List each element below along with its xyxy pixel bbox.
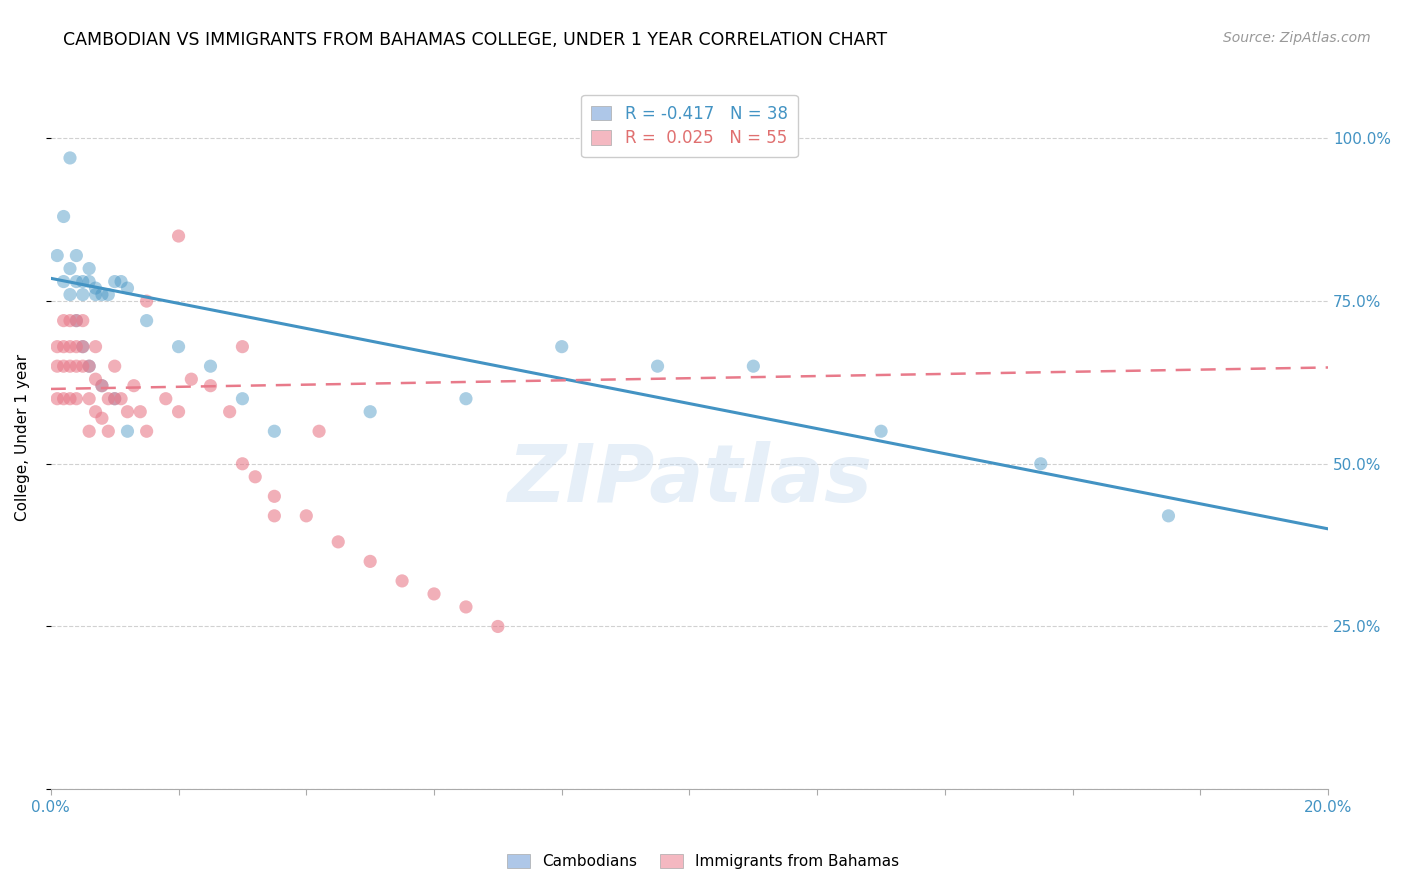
- Point: [59, 392, 82, 406]
- Point: [122, 378, 145, 392]
- Point: [129, 405, 152, 419]
- Point: [1029, 457, 1052, 471]
- Point: [454, 392, 477, 406]
- Point: [391, 574, 413, 588]
- Text: CAMBODIAN VS IMMIGRANTS FROM BAHAMAS COLLEGE, UNDER 1 YEAR CORRELATION CHART: CAMBODIAN VS IMMIGRANTS FROM BAHAMAS COL…: [63, 31, 887, 49]
- Point: [1157, 508, 1180, 523]
- Point: [84, 281, 107, 295]
- Point: [84, 405, 107, 419]
- Text: Source: ZipAtlas.com: Source: ZipAtlas.com: [1223, 31, 1371, 45]
- Point: [117, 281, 139, 295]
- Point: [77, 275, 100, 289]
- Point: [65, 340, 87, 354]
- Point: [647, 359, 669, 374]
- Point: [200, 378, 222, 392]
- Point: [167, 229, 190, 244]
- Point: [59, 261, 82, 276]
- Point: [59, 359, 82, 374]
- Point: [52, 340, 75, 354]
- Point: [84, 372, 107, 386]
- Point: [72, 275, 94, 289]
- Point: [110, 392, 132, 406]
- Point: [59, 287, 82, 301]
- Point: [52, 359, 75, 374]
- Point: [135, 313, 157, 327]
- Point: [72, 313, 94, 327]
- Point: [59, 340, 82, 354]
- Point: [870, 424, 893, 438]
- Point: [77, 359, 100, 374]
- Legend: Cambodians, Immigrants from Bahamas: Cambodians, Immigrants from Bahamas: [501, 848, 905, 875]
- Point: [65, 275, 87, 289]
- Point: [423, 587, 446, 601]
- Point: [84, 287, 107, 301]
- Point: [77, 392, 100, 406]
- Point: [135, 294, 157, 309]
- Point: [218, 405, 240, 419]
- Point: [84, 340, 107, 354]
- Point: [117, 405, 139, 419]
- Point: [104, 392, 127, 406]
- Point: [46, 248, 69, 262]
- Point: [77, 261, 100, 276]
- Point: [104, 392, 127, 406]
- Point: [295, 508, 318, 523]
- Point: [46, 340, 69, 354]
- Point: [59, 313, 82, 327]
- Point: [454, 599, 477, 614]
- Point: [90, 378, 112, 392]
- Point: [263, 489, 285, 503]
- Point: [328, 534, 350, 549]
- Point: [359, 554, 381, 568]
- Point: [52, 210, 75, 224]
- Legend: R = -0.417   N = 38, R =  0.025   N = 55: R = -0.417 N = 38, R = 0.025 N = 55: [581, 95, 797, 157]
- Point: [231, 392, 253, 406]
- Point: [110, 275, 132, 289]
- Point: [65, 248, 87, 262]
- Point: [46, 359, 69, 374]
- Point: [742, 359, 765, 374]
- Point: [97, 287, 120, 301]
- Point: [77, 424, 100, 438]
- Point: [200, 359, 222, 374]
- Point: [77, 359, 100, 374]
- Point: [245, 470, 267, 484]
- Point: [135, 424, 157, 438]
- Point: [308, 424, 330, 438]
- Point: [117, 424, 139, 438]
- Point: [263, 424, 285, 438]
- Point: [52, 275, 75, 289]
- Point: [551, 340, 574, 354]
- Point: [72, 340, 94, 354]
- Point: [104, 275, 127, 289]
- Point: [167, 405, 190, 419]
- Point: [359, 405, 381, 419]
- Point: [167, 340, 190, 354]
- Point: [72, 340, 94, 354]
- Point: [65, 392, 87, 406]
- Point: [46, 392, 69, 406]
- Point: [59, 151, 82, 165]
- Text: ZIPatlas: ZIPatlas: [508, 441, 872, 519]
- Point: [155, 392, 177, 406]
- Point: [486, 619, 509, 633]
- Point: [180, 372, 202, 386]
- Point: [97, 392, 120, 406]
- Point: [104, 359, 127, 374]
- Point: [231, 457, 253, 471]
- Point: [52, 392, 75, 406]
- Point: [231, 340, 253, 354]
- Y-axis label: College, Under 1 year: College, Under 1 year: [15, 354, 30, 521]
- Point: [263, 508, 285, 523]
- Point: [90, 411, 112, 425]
- Point: [65, 313, 87, 327]
- Point: [65, 313, 87, 327]
- Point: [52, 313, 75, 327]
- Point: [97, 424, 120, 438]
- Point: [72, 287, 94, 301]
- Point: [90, 378, 112, 392]
- Point: [90, 287, 112, 301]
- Point: [72, 359, 94, 374]
- Point: [65, 359, 87, 374]
